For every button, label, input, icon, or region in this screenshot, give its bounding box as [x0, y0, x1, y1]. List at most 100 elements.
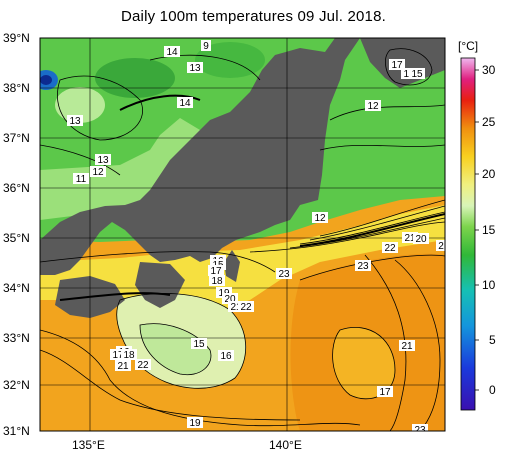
colorbar-tick: 5 — [489, 333, 496, 347]
isotherm-label: 23 — [414, 425, 426, 436]
isotherm-label: 13 — [189, 63, 201, 74]
colorbar-tick: 25 — [482, 115, 496, 129]
isotherm-label-bg — [90, 166, 106, 177]
isotherm-label-bg — [191, 338, 207, 349]
isotherm-label: 23 — [357, 261, 369, 272]
isotherm-label-bg — [276, 268, 292, 279]
isotherm-label: 21 — [404, 233, 416, 244]
isotherm-label-bg — [210, 259, 226, 270]
isotherm-label-bg — [115, 360, 131, 371]
isotherm-label-bg — [135, 359, 151, 370]
isotherm-label-bg — [95, 154, 111, 165]
isotherm-label: 16 — [220, 351, 232, 362]
isotherm-label-bg — [228, 301, 244, 312]
isotherm-label: 18 — [123, 350, 135, 361]
colorbar-tick: 10 — [482, 278, 496, 292]
isotherm-label-bg — [209, 275, 225, 286]
isotherm-label-bg — [436, 240, 445, 251]
isotherm-label: 11 — [76, 174, 87, 185]
isotherm-label-bg — [402, 232, 418, 243]
isotherm-label: 17 — [379, 387, 391, 398]
isotherm-label-bg — [399, 340, 415, 351]
isotherm-label-bg — [377, 386, 393, 397]
isotherm-label-bg — [201, 40, 211, 51]
isotherm-label-bg — [218, 350, 234, 361]
isotherm-label-bg — [187, 417, 203, 428]
isotherm-label-bg — [382, 242, 398, 253]
isotherm-label: 2 — [438, 241, 444, 252]
isotherm-label-bg — [110, 349, 126, 360]
isotherm-label: 9 — [203, 41, 209, 52]
isotherm-labels: 1491317161513141212131112212022223161517… — [67, 40, 445, 436]
isotherm-label: 14 — [166, 47, 178, 58]
isotherm-label: 22 — [384, 243, 396, 254]
isotherm-label-bg — [238, 301, 254, 312]
colorbar: [°C] 30 25 20 15 10 5 0 — [458, 39, 496, 411]
isotherm-label: 12 — [314, 213, 326, 224]
isotherm-label: 12 — [92, 167, 104, 178]
isotherm-label: 17 — [391, 60, 403, 71]
colorbar-tick: 15 — [482, 223, 496, 237]
map-panel: 1491317161513141212131112212022223161517… — [40, 38, 445, 436]
land-hokkaido-tip — [330, 40, 345, 78]
map-title: Daily 100m temperatures 09 Jul. 2018. — [120, 8, 387, 25]
isotherm-label: 17 — [210, 266, 222, 277]
isotherm-label: 18 — [211, 276, 223, 287]
isotherm-label-bg — [412, 424, 428, 431]
isotherm-label: 15 — [193, 339, 205, 350]
lat-label: 31°N — [3, 424, 30, 438]
lat-label: 39°N — [3, 31, 30, 45]
isotherm-label-bg — [121, 349, 137, 360]
colorbar-tick: 20 — [482, 167, 496, 181]
colorbar-tick: 30 — [482, 63, 496, 77]
isotherm-label-bg — [413, 233, 429, 244]
isotherm-label-bg — [365, 100, 381, 111]
isotherm-label: 23 — [278, 269, 290, 280]
isotherm-thick — [59, 94, 445, 301]
lat-label: 33°N — [3, 331, 30, 345]
isotherm-label-bg — [355, 260, 371, 271]
lat-label: 38°N — [3, 81, 30, 95]
land-izu — [224, 250, 240, 282]
longitude-axis: 135°E 140°E — [72, 438, 302, 452]
isotherm-label: 21 — [117, 361, 129, 372]
land-honshu — [40, 38, 360, 275]
isotherm-label-bg — [312, 212, 328, 223]
land-kii — [135, 262, 185, 308]
lat-label: 37°N — [3, 131, 30, 145]
isotherm-label: 22 — [137, 360, 149, 371]
graticule — [40, 38, 445, 431]
lon-label: 140°E — [269, 438, 302, 452]
isotherm-label-bg — [389, 59, 405, 70]
isotherm-label: 20 — [415, 234, 427, 245]
isotherm-label-bg — [164, 46, 180, 57]
lat-label: 36°N — [3, 181, 30, 195]
colorbar-bar — [460, 57, 476, 411]
isotherm-label-bg — [216, 287, 232, 298]
colorbar-tick: 0 — [489, 383, 496, 397]
isotherm-label: 19 — [189, 418, 201, 429]
isotherm-label-bg — [67, 115, 83, 126]
isotherm-label: 13 — [69, 116, 81, 127]
isotherm-label-bg — [187, 62, 203, 73]
isotherm-label: 12 — [367, 101, 379, 112]
isotherm-label: 22 — [240, 302, 252, 313]
isotherm-label: 15 — [411, 69, 423, 80]
isotherm-label: 20 — [224, 294, 236, 305]
latitude-axis: 39°N 38°N 37°N 36°N 35°N 34°N 33°N 32°N … — [3, 31, 30, 438]
isotherm-label-bg — [208, 265, 224, 276]
isotherm-label: 21 — [230, 302, 242, 313]
isotherm-label-bg — [177, 97, 193, 108]
isotherm-label-bg — [222, 293, 238, 304]
isotherm-label: 21 — [401, 341, 413, 352]
lat-label: 34°N — [3, 281, 30, 295]
colorbar-unit: [°C] — [458, 39, 478, 53]
isotherm-label: 17 — [112, 350, 124, 361]
isotherm-label: 14 — [179, 98, 191, 109]
lat-label: 35°N — [3, 231, 30, 245]
isotherm-label-bg — [73, 173, 89, 184]
lat-label: 32°N — [3, 378, 30, 392]
lon-label: 135°E — [72, 438, 105, 452]
isotherm-label: 13 — [97, 155, 109, 166]
